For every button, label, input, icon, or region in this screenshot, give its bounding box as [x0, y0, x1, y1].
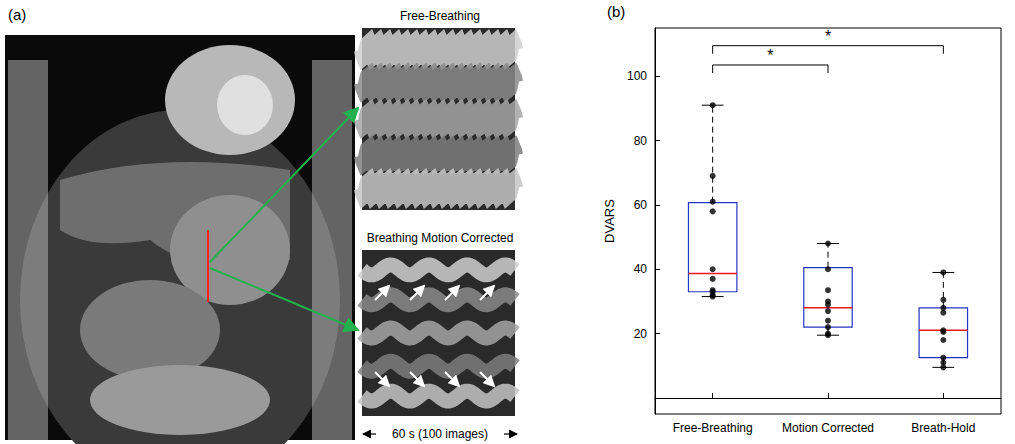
svg-text:DVARS: DVARS	[602, 199, 617, 243]
svg-text:60 s (100 images): 60 s (100 images)	[392, 427, 488, 441]
svg-text:Breathing Motion Corrected: Breathing Motion Corrected	[367, 231, 514, 245]
svg-text:60: 60	[634, 198, 648, 212]
svg-text:20: 20	[634, 327, 648, 341]
svg-text:Free-Breathing: Free-Breathing	[400, 9, 480, 23]
svg-text:*: *	[825, 28, 831, 45]
svg-text:(b): (b)	[607, 3, 625, 20]
svg-text:80: 80	[634, 134, 648, 148]
svg-text:40: 40	[634, 262, 648, 276]
svg-text:Breath-Hold: Breath-Hold	[911, 421, 975, 435]
svg-text:100: 100	[627, 69, 647, 83]
svg-text:Free-Breathing: Free-Breathing	[673, 421, 753, 435]
svg-text:*: *	[767, 47, 773, 64]
svg-text:(a): (a)	[8, 6, 26, 23]
svg-text:Motion Corrected: Motion Corrected	[782, 421, 874, 435]
